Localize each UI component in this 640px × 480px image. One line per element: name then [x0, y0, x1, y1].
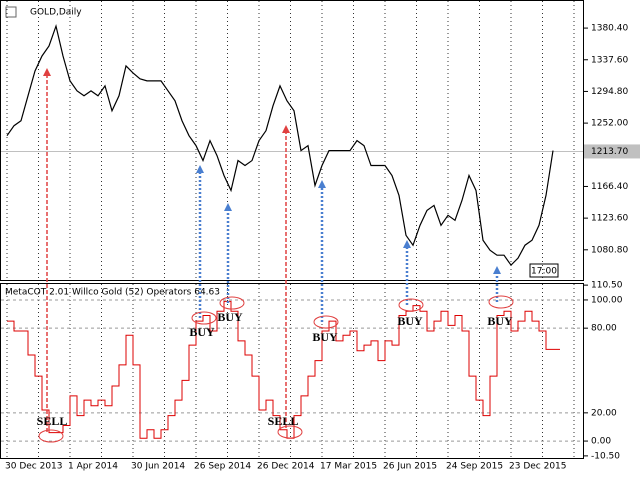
y-tick-label: 1123.60	[591, 214, 628, 224]
signal-label: BUY	[217, 310, 243, 324]
signal-circle	[488, 295, 514, 309]
symbol-icon	[5, 6, 17, 18]
indicator-title: MetaCOT 2.01 Willco Gold (52) Operators …	[5, 288, 220, 298]
indicator-line	[7, 300, 560, 439]
chart-title: GOLD,Daily	[30, 8, 82, 18]
x-tick-label: 26 Dec 2014	[257, 462, 315, 472]
signal-circle	[219, 296, 245, 310]
arrow-head	[224, 203, 232, 211]
y-tick-label: 1166.40	[591, 182, 628, 192]
y-tick-label: 1380.40	[591, 24, 628, 34]
signal-circle	[191, 311, 217, 325]
y-tick-label: 0.00	[591, 437, 611, 447]
signal-label: SELL	[37, 414, 68, 428]
price-line	[6, 23, 554, 267]
y-tick-label: -10.50	[591, 451, 620, 461]
signal-label: BUY	[397, 314, 423, 328]
x-tick-label: 30 Jun 2014	[131, 462, 185, 472]
arrow-head	[43, 68, 51, 76]
signal-circle	[398, 298, 424, 312]
signal-label: BUY	[189, 325, 215, 339]
signal-circle	[38, 429, 64, 443]
x-tick-label: 26 Sep 2014	[194, 462, 251, 472]
signal-label: BUY	[312, 330, 338, 344]
x-tick-label: 17 Mar 2015	[320, 462, 377, 472]
x-tick-label: 1 Apr 2014	[68, 462, 118, 472]
signal-circle	[313, 315, 339, 329]
y-tick-label: 1252.00	[591, 119, 628, 129]
arrow-head	[196, 165, 204, 173]
arrow-head	[403, 240, 411, 248]
y-tick-label: 100.00	[591, 295, 623, 305]
y-tick-label: 20.00	[591, 408, 617, 418]
arrow-head	[318, 180, 326, 188]
arrow-head	[493, 266, 501, 274]
y-tick-label: 1337.60	[591, 55, 628, 65]
last-price-box	[584, 144, 640, 159]
signal-label: BUY	[487, 314, 513, 328]
last-price-label: 1213.70	[591, 147, 628, 157]
time-box	[529, 263, 559, 278]
y-tick-label: 110.50	[591, 281, 623, 291]
signal-circle	[277, 425, 303, 439]
price-panel	[0, 0, 584, 281]
x-tick-label: 24 Sep 2015	[446, 462, 503, 472]
arrow-head	[282, 125, 290, 133]
y-tick-label: 1294.80	[591, 87, 628, 97]
x-tick-label: 23 Dec 2015	[509, 462, 567, 472]
time-label: 17:00	[531, 267, 557, 277]
x-tick-label: 30 Dec 2013	[5, 462, 63, 472]
y-tick-label: 1080.80	[591, 245, 628, 255]
y-tick-label: 80.00	[591, 324, 617, 334]
signal-label: SELL	[268, 414, 299, 428]
indicator-panel	[0, 283, 584, 459]
x-tick-label: 26 Jun 2015	[383, 462, 437, 472]
